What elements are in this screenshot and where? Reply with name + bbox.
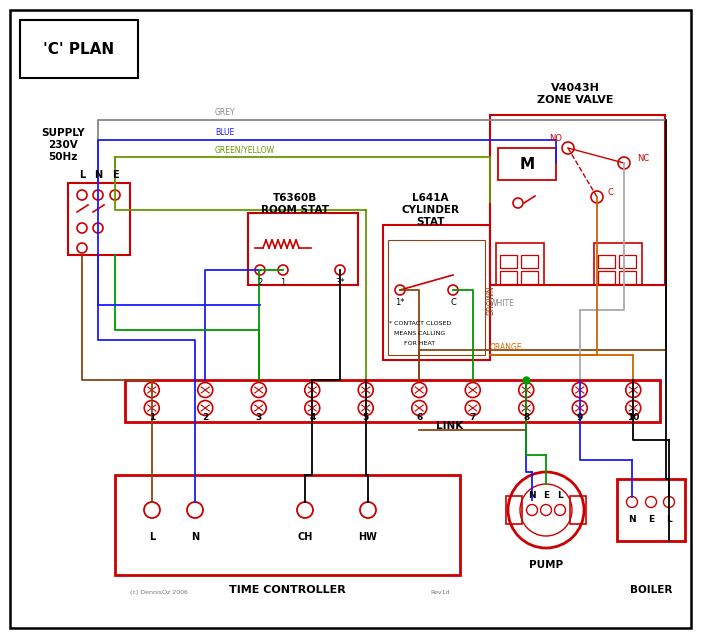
- Text: 'C' PLAN: 'C' PLAN: [44, 42, 114, 56]
- Text: WHITE: WHITE: [490, 299, 515, 308]
- Bar: [383, 225, 490, 360]
- Text: N: N: [94, 170, 102, 180]
- Text: 8: 8: [523, 413, 529, 422]
- Text: BROWN: BROWN: [486, 285, 495, 315]
- Bar: [496, 243, 544, 285]
- Text: 2: 2: [258, 278, 263, 287]
- Bar: [619, 255, 636, 268]
- Text: 3*: 3*: [335, 278, 345, 287]
- Bar: [498, 148, 556, 180]
- Text: 2: 2: [202, 413, 208, 422]
- Text: 7: 7: [470, 413, 476, 422]
- Text: L: L: [666, 515, 672, 524]
- Text: L: L: [149, 532, 155, 542]
- Text: LINK: LINK: [437, 421, 463, 431]
- Text: 1: 1: [280, 278, 286, 287]
- Text: NC: NC: [637, 153, 649, 163]
- Bar: [619, 271, 636, 284]
- Bar: [500, 271, 517, 284]
- Text: CH: CH: [298, 532, 312, 542]
- Text: M: M: [519, 156, 534, 172]
- Text: L: L: [79, 170, 85, 180]
- Text: 1: 1: [149, 413, 155, 422]
- Bar: [20, 20, 138, 78]
- Text: 3: 3: [256, 413, 262, 422]
- Text: E: E: [648, 515, 654, 524]
- Text: L641A: L641A: [412, 193, 449, 203]
- Bar: [598, 271, 615, 284]
- Text: L: L: [557, 492, 563, 501]
- Text: N: N: [628, 515, 636, 524]
- Bar: [115, 475, 460, 575]
- Text: 5: 5: [363, 413, 369, 422]
- Text: C: C: [607, 188, 613, 197]
- Text: TIME CONTROLLER: TIME CONTROLLER: [229, 585, 345, 595]
- Text: GREEN/YELLOW: GREEN/YELLOW: [215, 145, 275, 154]
- Text: 6: 6: [416, 413, 423, 422]
- Text: E: E: [543, 492, 549, 501]
- Text: GREY: GREY: [215, 108, 236, 117]
- Text: E: E: [112, 170, 119, 180]
- Text: C: C: [450, 297, 456, 306]
- Text: FOR HEAT: FOR HEAT: [404, 341, 435, 346]
- Text: BLUE: BLUE: [215, 128, 234, 137]
- Text: 10: 10: [627, 413, 640, 422]
- Text: PUMP: PUMP: [529, 560, 563, 570]
- Text: * CONTACT CLOSED: * CONTACT CLOSED: [389, 321, 451, 326]
- Text: BOILER: BOILER: [630, 585, 673, 595]
- Bar: [388, 240, 485, 355]
- Text: V4043H: V4043H: [550, 83, 600, 93]
- Bar: [506, 496, 522, 524]
- Text: STAT: STAT: [416, 217, 444, 227]
- Text: 230V: 230V: [48, 140, 78, 150]
- Text: 9: 9: [576, 413, 583, 422]
- Bar: [125, 380, 660, 422]
- Bar: [598, 255, 615, 268]
- Text: ROOM STAT: ROOM STAT: [261, 205, 329, 215]
- Bar: [594, 243, 642, 285]
- Text: (c) DennisOz 2006: (c) DennisOz 2006: [130, 590, 188, 595]
- Text: N: N: [191, 532, 199, 542]
- Bar: [617, 479, 685, 541]
- Text: 4: 4: [309, 413, 315, 422]
- Bar: [248, 213, 358, 285]
- Bar: [68, 183, 130, 255]
- Text: T6360B: T6360B: [273, 193, 317, 203]
- Bar: [500, 255, 517, 268]
- Text: ORANGE: ORANGE: [490, 343, 522, 352]
- Bar: [521, 271, 538, 284]
- Text: MEANS CALLING: MEANS CALLING: [395, 331, 446, 336]
- Text: ZONE VALVE: ZONE VALVE: [537, 95, 614, 105]
- Text: HW: HW: [359, 532, 378, 542]
- Text: CYLINDER: CYLINDER: [401, 205, 459, 215]
- Bar: [521, 255, 538, 268]
- Text: 1*: 1*: [395, 297, 405, 306]
- Bar: [570, 496, 586, 524]
- Text: N: N: [528, 492, 536, 501]
- Text: NO: NO: [550, 133, 562, 142]
- Bar: [490, 115, 665, 285]
- Text: Rev1d: Rev1d: [430, 590, 449, 595]
- Text: SUPPLY: SUPPLY: [41, 128, 85, 138]
- Text: 50Hz: 50Hz: [48, 152, 78, 162]
